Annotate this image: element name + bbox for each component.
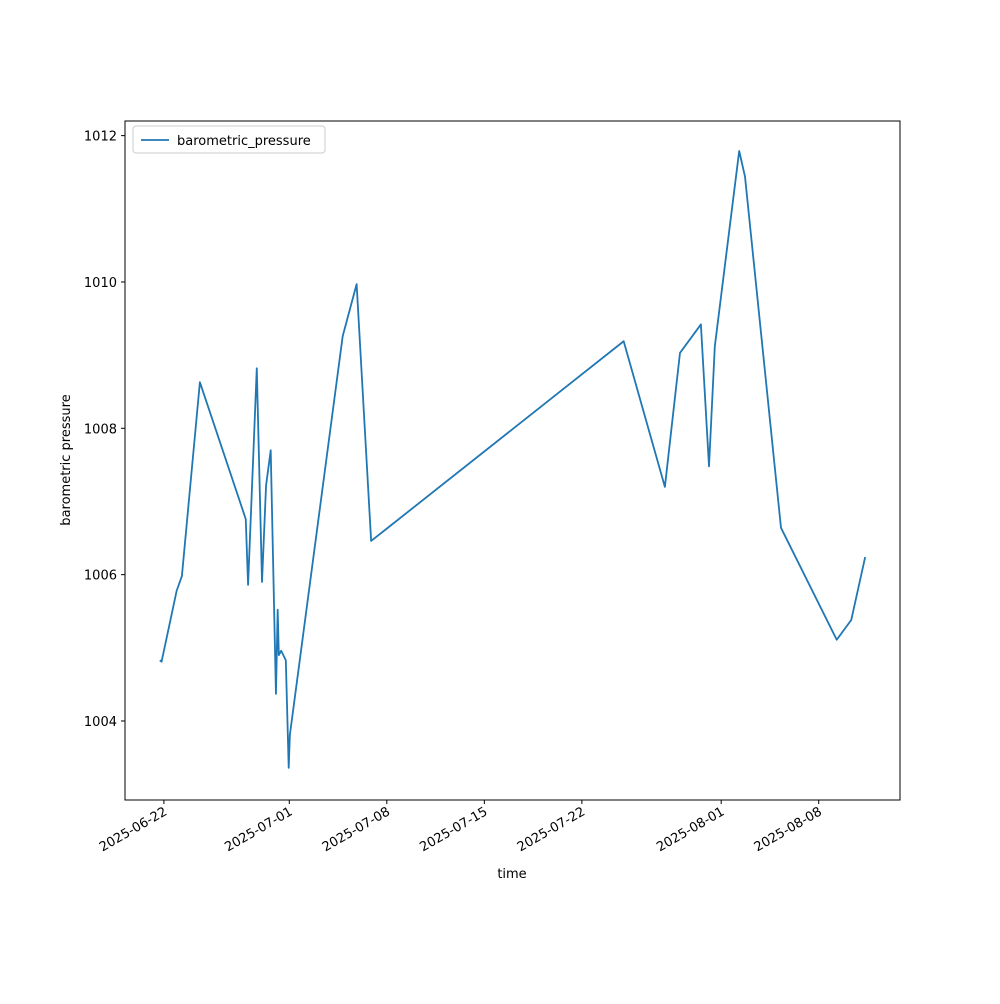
x-tick-label: 2025-08-01 [654,804,727,855]
data-line [159,150,867,769]
x-tick-label: 2025-07-01 [222,804,295,855]
y-axis-label: barometric pressure [59,394,74,525]
x-axis-label: time [497,867,526,882]
y-tick-label: 1008 [84,422,117,437]
legend-box [132,125,326,154]
y-tick-label: 1010 [84,276,117,291]
y-tick-label: 1006 [84,569,117,584]
plot-frame [124,120,901,801]
y-tick-label: 1012 [84,130,117,145]
x-tick-label: 2025-08-08 [752,804,825,855]
x-tick-label: 2025-07-08 [320,804,393,855]
x-tick-label: 2025-07-22 [515,804,588,855]
y-tick-label: 1004 [84,715,117,730]
legend-label: barometric_pressure [177,134,311,149]
x-tick-label: 2025-07-15 [417,804,490,855]
x-tick-label: 2025-06-22 [97,804,170,855]
